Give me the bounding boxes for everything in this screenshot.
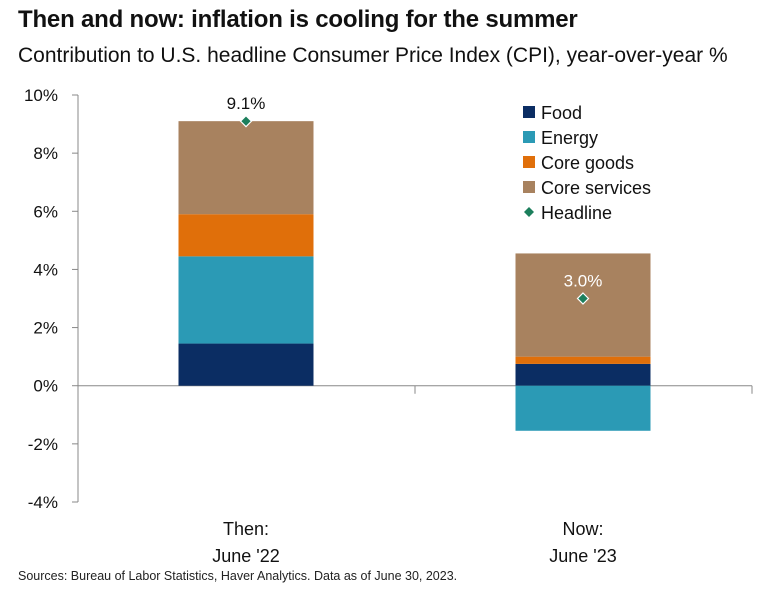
bar-segment-core-services-1	[515, 253, 651, 357]
y-tick-label: -2%	[28, 435, 58, 454]
x-category-label: June '22	[212, 546, 280, 566]
y-tick-label: 4%	[33, 260, 58, 279]
legend-label-energy: Energy	[541, 128, 598, 148]
bars-layer: 9.1% 3.0%	[178, 94, 651, 431]
y-tick-label: 10%	[24, 86, 58, 105]
x-category-label: Now:	[562, 519, 603, 539]
bar-segment-energy-1	[515, 385, 651, 431]
chart-subtitle: Contribution to U.S. headline Consumer P…	[18, 44, 728, 67]
x-category-label: June '23	[549, 546, 617, 566]
axes-layer: 10% 8% 6% 4% 2% 0% -2% -4% Then: June '22 Now: June…	[24, 86, 753, 566]
legend-swatch-food	[523, 106, 535, 118]
y-tick-label: 8%	[33, 144, 58, 163]
bar-segment-food-0	[178, 343, 314, 386]
headline-marker-0	[239, 114, 253, 128]
headline-value-label: 3.0%	[564, 272, 603, 291]
bar-segment-energy-0	[178, 256, 314, 344]
source-note: Sources: Bureau of Labor Statistics, Hav…	[18, 569, 458, 583]
y-tick-label: 2%	[33, 319, 58, 338]
legend-label-core-goods: Core goods	[541, 153, 634, 173]
legend: Food Energy Core goods Core services Headlin…	[523, 103, 651, 223]
legend-swatch-energy	[523, 131, 535, 143]
legend-swatch-headline	[524, 207, 534, 217]
bar-segment-core-goods-1	[515, 356, 651, 364]
headline-value-label: 9.1%	[227, 94, 266, 113]
headline-marker-1	[576, 292, 590, 305]
bar-segment-core-services-0	[178, 121, 314, 215]
y-tick-label: -4%	[28, 493, 58, 512]
chart-title: Then and now: inflation is cooling for t…	[18, 6, 578, 33]
x-category-label: Then:	[223, 519, 269, 539]
legend-label-food: Food	[541, 103, 582, 123]
legend-swatch-core-services	[523, 181, 535, 193]
y-tick-label: 6%	[33, 202, 58, 221]
y-tick-label: 0%	[33, 377, 58, 396]
bar-segment-core-goods-0	[178, 214, 314, 257]
bar-segment-food-1	[515, 363, 651, 386]
legend-label-core-services: Core services	[541, 178, 651, 198]
legend-swatch-core-goods	[523, 156, 535, 168]
legend-label-headline: Headline	[541, 203, 612, 223]
